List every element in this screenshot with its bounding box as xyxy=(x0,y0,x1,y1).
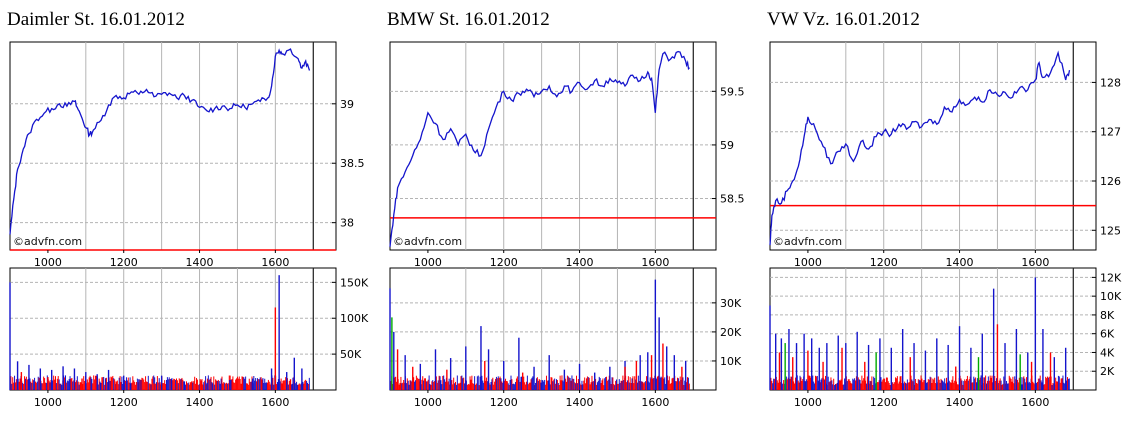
x-tick-label: 1400 xyxy=(946,256,974,269)
volume-plot-frame xyxy=(9,267,337,391)
chart-panel-bmw: BMW St. 16.01.2012 58.5 59 59.5 1000 1200 140… xyxy=(387,0,759,428)
x-tick-label: 1600 xyxy=(261,256,289,269)
bmw-chart: 58.5 59 59.5 1000 1200 1400 1600 ©advfn.com 10K 2… xyxy=(389,41,745,409)
price-plot-frame xyxy=(9,41,337,251)
y-tick-label: 127 xyxy=(1100,126,1121,139)
x-tick-label: 1200 xyxy=(490,396,518,409)
x-tick-label: 1000 xyxy=(34,396,62,409)
chart-title: Daimler St. 16.01.2012 xyxy=(7,9,185,30)
x-tick-label: 1000 xyxy=(34,256,62,269)
vw-chart: 125 126 127 128 1000 1200 1400 1600 ©advfn.com 2K… xyxy=(769,41,1122,409)
x-tick-label: 1600 xyxy=(261,396,289,409)
price-plot-frame xyxy=(389,41,717,251)
x-tick-label: 1200 xyxy=(110,256,138,269)
volume-y-tick-label: 6K xyxy=(1100,328,1115,341)
y-tick-label: 59.5 xyxy=(720,85,745,98)
x-tick-label: 1400 xyxy=(946,396,974,409)
x-tick-label: 1200 xyxy=(870,396,898,409)
volume-y-tick-label: 30K xyxy=(720,297,742,310)
volume-y-tick-label: 12K xyxy=(1100,271,1122,284)
volume-y-tick-label: 8K xyxy=(1100,309,1115,322)
x-tick-label: 1000 xyxy=(414,396,442,409)
x-tick-label: 1600 xyxy=(641,396,669,409)
x-tick-label: 1000 xyxy=(794,396,822,409)
x-tick-label: 1400 xyxy=(566,256,594,269)
price-series-line xyxy=(389,50,690,247)
y-tick-label: 38.5 xyxy=(340,157,365,170)
volume-plot-frame xyxy=(769,267,1097,391)
y-tick-label: 128 xyxy=(1100,76,1121,89)
chart-title: VW Vz. 16.01.2012 xyxy=(767,9,920,30)
x-tick-label: 1200 xyxy=(110,396,138,409)
volume-y-tick-label: 4K xyxy=(1100,346,1115,359)
volume-y-tick-label: 50K xyxy=(340,348,362,361)
x-tick-label: 1400 xyxy=(186,256,214,269)
daimler-chart: 38 38.5 39 1000 1200 1400 1600 ©advfn.com 50K 100… xyxy=(9,41,369,409)
x-tick-label: 1200 xyxy=(870,256,898,269)
chart-panel-daimler: Daimler St. 16.01.2012 38 38.5 39 1000 1200 1… xyxy=(7,0,379,428)
y-tick-label: 125 xyxy=(1100,224,1121,237)
y-tick-label: 126 xyxy=(1100,175,1121,188)
watermark: ©advfn.com xyxy=(393,235,462,248)
x-tick-label: 1400 xyxy=(186,396,214,409)
y-tick-label: 59 xyxy=(720,139,734,152)
price-series-line xyxy=(769,50,1071,246)
watermark: ©advfn.com xyxy=(13,235,82,248)
x-tick-label: 1000 xyxy=(414,256,442,269)
watermark: ©advfn.com xyxy=(773,235,842,248)
volume-y-tick-label: 10K xyxy=(720,355,742,368)
volume-y-tick-label: 20K xyxy=(720,326,742,339)
price-series-line xyxy=(9,48,311,235)
volume-plot-frame xyxy=(389,267,717,391)
volume-y-tick-label: 2K xyxy=(1100,365,1115,378)
x-tick-label: 1600 xyxy=(641,256,669,269)
x-tick-label: 1000 xyxy=(794,256,822,269)
x-tick-label: 1600 xyxy=(1021,396,1049,409)
price-plot-frame xyxy=(769,41,1097,251)
x-tick-label: 1400 xyxy=(566,396,594,409)
y-tick-label: 58.5 xyxy=(720,193,745,206)
chart-title: BMW St. 16.01.2012 xyxy=(387,9,550,30)
y-tick-label: 39 xyxy=(340,98,354,111)
volume-y-tick-label: 100K xyxy=(340,312,369,325)
x-tick-label: 1600 xyxy=(1021,256,1049,269)
volume-y-tick-label: 10K xyxy=(1100,290,1122,303)
volume-y-tick-label: 150K xyxy=(340,276,369,289)
chart-panel-vw: VW Vz. 16.01.2012 125 126 127 128 1000 1200 14… xyxy=(767,0,1139,428)
y-tick-label: 38 xyxy=(340,217,354,230)
x-tick-label: 1200 xyxy=(490,256,518,269)
